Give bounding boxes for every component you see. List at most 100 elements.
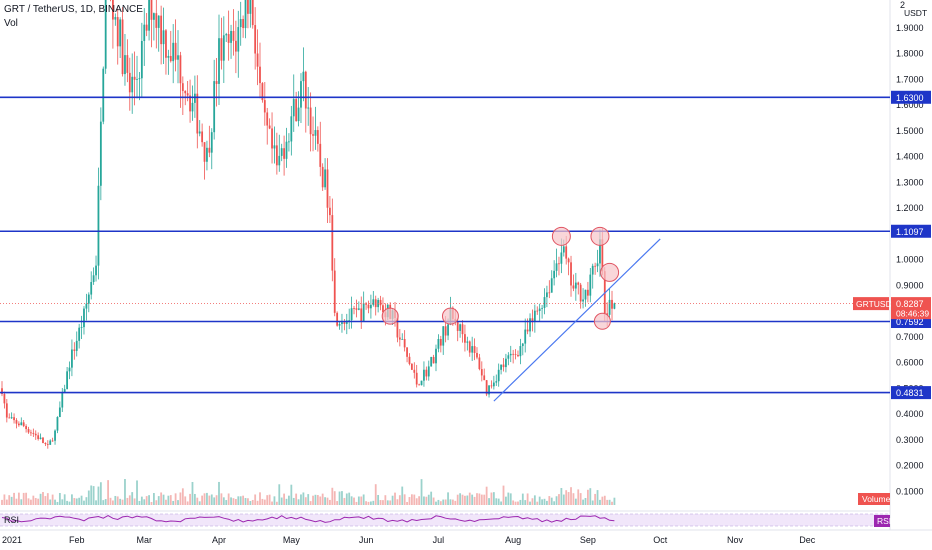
volume-bar bbox=[543, 498, 546, 505]
volume-bar bbox=[5, 499, 8, 505]
volume-bar bbox=[46, 493, 49, 505]
volume-bar bbox=[266, 495, 269, 505]
candle-body bbox=[611, 299, 613, 309]
volume-bar bbox=[189, 493, 191, 505]
volume-bar bbox=[384, 495, 387, 505]
volume-bar bbox=[497, 498, 500, 505]
candle-body bbox=[374, 299, 377, 308]
candle-body bbox=[208, 147, 211, 153]
volume-bar bbox=[196, 497, 199, 505]
candle-body bbox=[459, 324, 462, 331]
volume-bar bbox=[408, 497, 411, 505]
volume-indicator-title[interactable]: Vol bbox=[4, 18, 18, 29]
candle-body bbox=[300, 81, 302, 108]
candle-body bbox=[401, 339, 404, 340]
volume-bar bbox=[304, 497, 307, 505]
candle-body bbox=[591, 265, 594, 275]
level-price-label: 0.7592 bbox=[896, 317, 924, 327]
symbol-tag-label: GRTUSDT bbox=[856, 299, 897, 309]
symbol-price-tag bbox=[853, 297, 889, 311]
volume-bar bbox=[208, 495, 211, 505]
volume-bar bbox=[418, 496, 421, 505]
volume-bar bbox=[379, 500, 382, 505]
candle-body bbox=[410, 363, 413, 370]
volume-bar bbox=[177, 500, 179, 505]
volume-bar bbox=[302, 492, 305, 505]
volume-bar bbox=[63, 494, 66, 505]
candle-body bbox=[193, 93, 196, 103]
volume-bar bbox=[193, 493, 196, 505]
price-tick: 1.8000 bbox=[896, 49, 924, 59]
symbol-title[interactable]: GRT / TetherUS, 1D, BINANCE bbox=[4, 4, 143, 15]
price-tick: 1.4000 bbox=[896, 152, 924, 162]
candle-body bbox=[99, 121, 102, 186]
level-price-tag bbox=[891, 90, 931, 104]
time-tick: Jul bbox=[433, 535, 445, 545]
candle-body bbox=[565, 246, 568, 259]
candle-body bbox=[577, 282, 580, 285]
candle-body bbox=[326, 169, 329, 208]
candle-body bbox=[46, 444, 49, 445]
volume-bar bbox=[128, 495, 131, 505]
volume-bar bbox=[136, 480, 138, 505]
candle-body bbox=[251, 0, 254, 26]
candle-body bbox=[398, 337, 401, 340]
candle-body bbox=[495, 381, 498, 383]
candle-body bbox=[485, 380, 488, 395]
highlight-circle bbox=[441, 307, 459, 325]
candle-body bbox=[570, 262, 572, 286]
volume-bar bbox=[152, 493, 155, 505]
volume-bar bbox=[365, 501, 367, 505]
volume-bar bbox=[259, 492, 261, 505]
volume-bar bbox=[162, 494, 165, 505]
volume-bar bbox=[131, 492, 134, 505]
time-tick: Aug bbox=[505, 535, 521, 545]
candle-body bbox=[73, 349, 76, 351]
volume-bar bbox=[541, 499, 543, 505]
candle-body bbox=[442, 326, 445, 346]
volume-bar bbox=[584, 498, 587, 505]
volume-bar bbox=[560, 488, 563, 505]
candle-body bbox=[379, 299, 382, 306]
candle-body bbox=[476, 352, 478, 358]
candle-body bbox=[177, 55, 179, 60]
volume-bar bbox=[251, 499, 254, 505]
candle-body bbox=[112, 0, 114, 20]
volume-bar bbox=[75, 498, 78, 505]
price-tick: 0.2000 bbox=[896, 461, 924, 471]
volume-bar bbox=[599, 499, 601, 505]
last-price-tag bbox=[891, 297, 931, 320]
volume-bar bbox=[107, 480, 109, 505]
volume-bar bbox=[582, 499, 584, 505]
volume-bar bbox=[97, 486, 100, 505]
candle-body bbox=[1, 388, 3, 395]
candle-body bbox=[589, 274, 592, 296]
volume-bar bbox=[536, 501, 539, 505]
volume-bar bbox=[15, 498, 18, 505]
candle-body bbox=[415, 372, 418, 385]
candle-body bbox=[447, 324, 449, 336]
candle-body bbox=[10, 417, 13, 419]
candle-body bbox=[594, 265, 597, 267]
candle-body bbox=[95, 265, 97, 276]
candle-body bbox=[567, 258, 570, 263]
volume-bar bbox=[37, 498, 40, 505]
candle-body bbox=[307, 107, 310, 109]
candle-body bbox=[488, 385, 490, 395]
candle-body bbox=[254, 25, 257, 54]
candle-body bbox=[32, 432, 35, 434]
time-tick: Nov bbox=[727, 535, 744, 545]
volume-bar bbox=[336, 501, 339, 505]
candle-body bbox=[218, 38, 220, 84]
volume-bar bbox=[589, 488, 592, 505]
time-tick: Dec bbox=[799, 535, 816, 545]
price-tick: 1.3000 bbox=[896, 177, 924, 187]
volume-bar bbox=[398, 495, 401, 505]
candle-body bbox=[343, 322, 346, 324]
volume-bar bbox=[203, 493, 206, 505]
volume-bar bbox=[427, 494, 430, 505]
volume-bar bbox=[83, 500, 85, 505]
candle-body bbox=[249, 0, 252, 14]
volume-bar bbox=[403, 494, 406, 505]
